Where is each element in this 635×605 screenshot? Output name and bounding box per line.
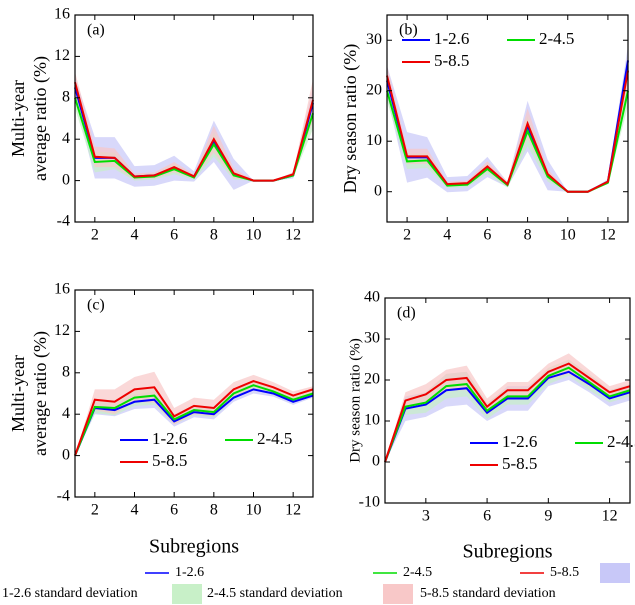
series-line bbox=[74, 388, 314, 456]
x-tick-label: 8 bbox=[210, 502, 218, 519]
y-tick-label: 20 bbox=[364, 371, 380, 388]
y-tick-label: 40 bbox=[364, 289, 380, 306]
y-tick-label: 8 bbox=[62, 88, 70, 105]
x-tick-label: 12 bbox=[285, 502, 301, 519]
x-tick-label: 8 bbox=[210, 227, 218, 244]
x-tick-label: 2 bbox=[91, 227, 99, 244]
y-tick-label: 16 bbox=[54, 281, 70, 298]
x-tick-label: 6 bbox=[170, 227, 178, 244]
y-axis-label: Multi-year bbox=[8, 355, 28, 432]
panel-label: (b) bbox=[399, 22, 418, 39]
y-tick-label: 12 bbox=[54, 322, 70, 339]
x-tick-label: 6 bbox=[170, 502, 178, 519]
x-tick-label: 2 bbox=[91, 502, 99, 519]
y-tick-label: 10 bbox=[364, 412, 380, 429]
y-tick-label: -10 bbox=[359, 494, 380, 511]
legend-label: 1-2.6 bbox=[434, 29, 469, 48]
x-tick-label: 10 bbox=[246, 227, 262, 244]
x-tick-label: 4 bbox=[443, 227, 451, 244]
y-tick-label: 0 bbox=[62, 171, 70, 188]
series-line bbox=[74, 380, 314, 456]
legend-band-swatch bbox=[383, 584, 413, 604]
legend-label: 2-4.5 bbox=[539, 29, 574, 48]
y-tick-label: 4 bbox=[62, 130, 70, 147]
series-line bbox=[74, 82, 314, 182]
x-tick-label: 6 bbox=[483, 227, 491, 244]
std-band bbox=[75, 87, 313, 181]
y-tick-label: -4 bbox=[57, 213, 70, 230]
legend-label: 2-4.5 bbox=[257, 429, 292, 448]
legend-label: 5-8.5 bbox=[502, 454, 537, 473]
x-axis-label: Subregions bbox=[149, 536, 239, 558]
y-tick-label: 12 bbox=[54, 47, 70, 64]
y-axis-label: average ratio (%) bbox=[30, 331, 51, 456]
legend-label: 1-2.6 bbox=[152, 429, 187, 448]
y-tick-label: 20 bbox=[366, 81, 382, 98]
std-band bbox=[387, 45, 628, 193]
y-tick-label: -4 bbox=[57, 488, 70, 505]
series-line bbox=[386, 70, 629, 193]
x-tick-label: 4 bbox=[131, 227, 139, 244]
panel-label: (d) bbox=[397, 305, 416, 322]
y-axis-label: average ratio (%) bbox=[30, 56, 51, 181]
series-line bbox=[74, 384, 314, 456]
legend-label: 2-4.5 standard deviation bbox=[207, 586, 343, 601]
std-band bbox=[75, 71, 313, 181]
x-tick-label: 12 bbox=[285, 227, 301, 244]
x-tick-label: 3 bbox=[422, 508, 430, 525]
y-tick-label: 16 bbox=[54, 6, 70, 23]
legend-band-swatch bbox=[172, 584, 202, 604]
legend-label: 5-8.5 bbox=[550, 565, 579, 580]
y-tick-label: 4 bbox=[62, 405, 70, 422]
y-tick-label: 0 bbox=[372, 453, 380, 470]
legend-label: 1-2.6 bbox=[175, 565, 204, 580]
x-tick-label: 10 bbox=[560, 227, 576, 244]
y-tick-label: 0 bbox=[374, 182, 382, 199]
x-axis-label: Subregions bbox=[463, 541, 553, 563]
axes-frame bbox=[74, 289, 314, 498]
series-line bbox=[384, 366, 631, 463]
series-line bbox=[384, 362, 631, 463]
y-tick-label: 10 bbox=[366, 132, 382, 149]
std-band bbox=[75, 371, 313, 456]
y-tick-label: 30 bbox=[366, 31, 382, 48]
x-tick-label: 4 bbox=[131, 502, 139, 519]
series-line bbox=[384, 370, 631, 463]
y-axis-label: Multi-year bbox=[8, 80, 28, 157]
x-tick-label: 12 bbox=[602, 508, 618, 525]
x-tick-label: 10 bbox=[246, 502, 262, 519]
legend-label: 1-2.6 bbox=[502, 432, 537, 451]
axes-frame bbox=[384, 297, 631, 504]
legend-label: 2-4.5 bbox=[607, 432, 635, 451]
x-tick-label: 12 bbox=[600, 227, 616, 244]
x-tick-label: 6 bbox=[483, 508, 491, 525]
y-tick-label: 30 bbox=[364, 330, 380, 347]
panel-label: (a) bbox=[87, 22, 105, 39]
x-tick-label: 8 bbox=[524, 227, 532, 244]
legend-label: 1-2.6 standard deviation bbox=[2, 586, 138, 601]
legend-label: 2-4.5 bbox=[403, 565, 432, 580]
x-tick-label: 2 bbox=[403, 227, 411, 244]
y-axis-label: Dry season ratio (%) bbox=[340, 44, 361, 193]
y-axis-label: Dry season ratio (%) bbox=[347, 338, 363, 463]
legend-label: 5-8.5 standard deviation bbox=[420, 586, 556, 601]
axes-frame bbox=[386, 14, 629, 223]
std-band bbox=[75, 77, 313, 190]
axes-frame bbox=[74, 14, 314, 223]
y-tick-label: 0 bbox=[62, 446, 70, 463]
panel-label: (c) bbox=[87, 297, 105, 314]
legend-label: 5-8.5 bbox=[152, 451, 187, 470]
y-tick-label: 8 bbox=[62, 363, 70, 380]
legend-band-swatch bbox=[600, 563, 630, 583]
x-tick-label: 9 bbox=[544, 508, 552, 525]
legend-label: 5-8.5 bbox=[434, 51, 469, 70]
